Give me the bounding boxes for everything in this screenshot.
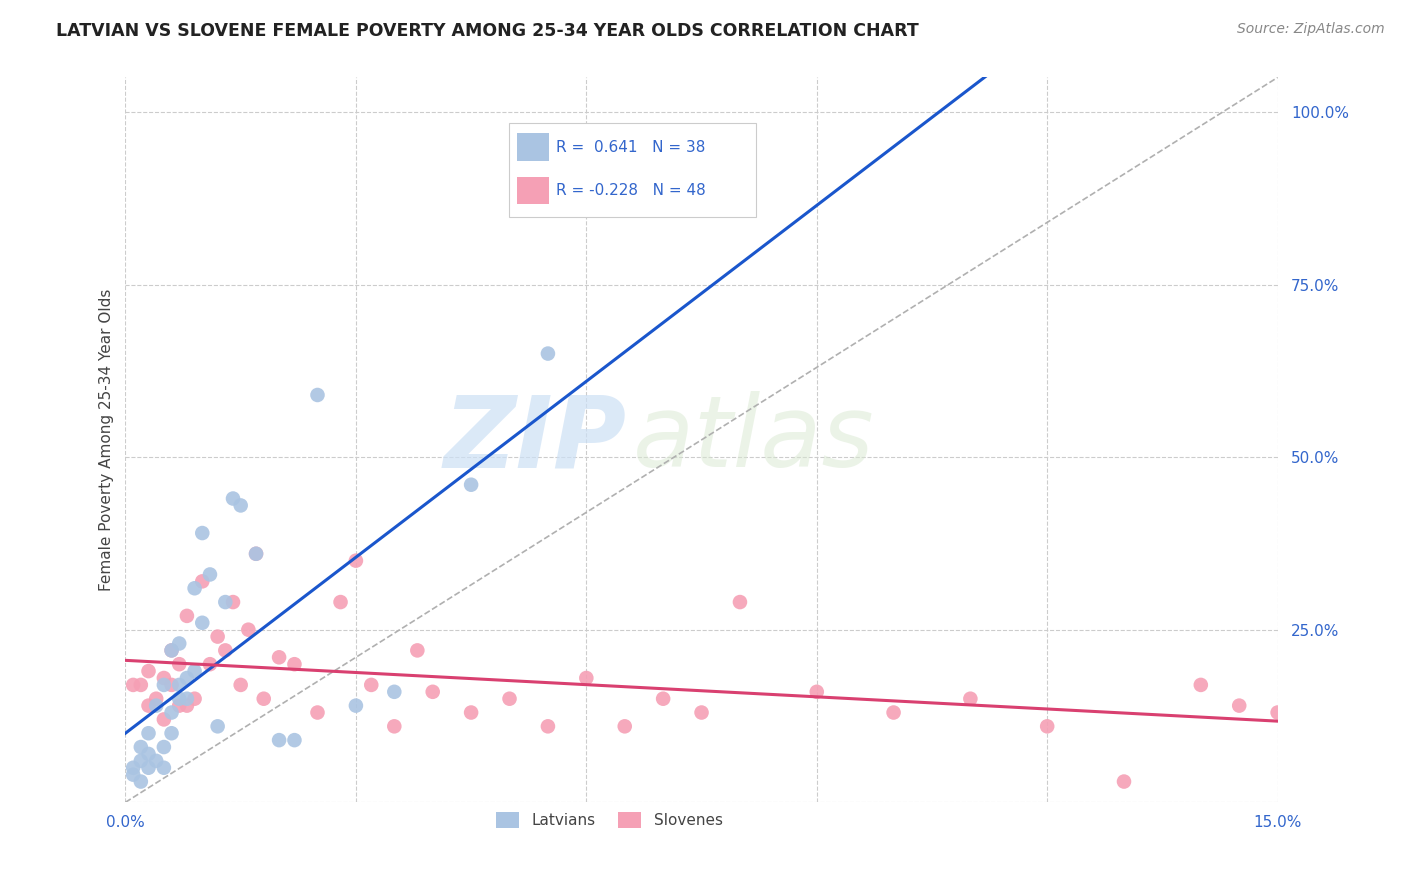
Point: [806, 685, 828, 699]
Point: [307, 706, 329, 720]
Point: [160, 643, 183, 657]
Point: [129, 774, 152, 789]
Point: [575, 671, 598, 685]
Point: [191, 615, 214, 630]
Point: [138, 761, 160, 775]
Point: [145, 754, 167, 768]
Point: [344, 698, 367, 713]
Point: [153, 678, 176, 692]
Point: [307, 388, 329, 402]
Point: [344, 554, 367, 568]
Point: [176, 691, 198, 706]
Point: [167, 698, 190, 713]
Point: [198, 567, 221, 582]
Point: [122, 678, 145, 692]
Point: [269, 733, 291, 747]
Point: [167, 636, 190, 650]
Point: [883, 706, 905, 720]
Text: ZIP: ZIP: [444, 392, 627, 488]
Text: R = -0.228   N = 48: R = -0.228 N = 48: [557, 183, 706, 198]
Point: [207, 630, 229, 644]
Point: [122, 767, 145, 781]
Point: [198, 657, 221, 672]
Point: [183, 581, 205, 595]
Point: [153, 739, 176, 754]
Point: [460, 706, 482, 720]
Point: [153, 671, 176, 685]
Point: [160, 706, 183, 720]
Point: [253, 691, 276, 706]
Point: [1227, 698, 1250, 713]
Point: [160, 678, 183, 692]
Point: [122, 761, 145, 775]
Point: [176, 671, 198, 685]
Point: [160, 643, 183, 657]
Point: [245, 547, 267, 561]
Text: Source: ZipAtlas.com: Source: ZipAtlas.com: [1237, 22, 1385, 37]
Point: [138, 698, 160, 713]
Y-axis label: Female Poverty Among 25-34 Year Olds: Female Poverty Among 25-34 Year Olds: [100, 289, 114, 591]
Point: [207, 719, 229, 733]
Point: [153, 713, 176, 727]
Point: [959, 691, 981, 706]
Point: [422, 685, 444, 699]
Point: [160, 726, 183, 740]
Point: [238, 623, 260, 637]
Point: [1189, 678, 1212, 692]
Point: [129, 754, 152, 768]
Point: [214, 595, 236, 609]
Point: [191, 574, 214, 589]
Text: R =  0.641   N = 38: R = 0.641 N = 38: [557, 139, 706, 154]
Point: [176, 608, 198, 623]
Point: [167, 657, 190, 672]
Point: [138, 747, 160, 761]
Point: [145, 698, 167, 713]
Point: [283, 657, 305, 672]
Point: [283, 733, 305, 747]
Point: [690, 706, 713, 720]
Point: [537, 346, 560, 360]
FancyBboxPatch shape: [517, 133, 550, 161]
Point: [153, 761, 176, 775]
Point: [652, 691, 675, 706]
Point: [537, 719, 560, 733]
FancyBboxPatch shape: [509, 123, 755, 217]
Point: [222, 491, 245, 506]
Point: [382, 719, 405, 733]
Point: [138, 664, 160, 678]
Point: [176, 698, 198, 713]
Point: [214, 643, 236, 657]
Point: [360, 678, 382, 692]
Point: [382, 685, 405, 699]
Point: [229, 678, 252, 692]
Point: [613, 719, 636, 733]
Point: [229, 499, 252, 513]
Point: [329, 595, 352, 609]
Point: [167, 691, 190, 706]
Point: [222, 595, 245, 609]
Point: [129, 739, 152, 754]
Point: [145, 691, 167, 706]
Point: [183, 691, 205, 706]
Text: atlas: atlas: [633, 392, 875, 488]
Point: [129, 678, 152, 692]
Point: [728, 595, 751, 609]
Point: [406, 643, 429, 657]
Text: LATVIAN VS SLOVENE FEMALE POVERTY AMONG 25-34 YEAR OLDS CORRELATION CHART: LATVIAN VS SLOVENE FEMALE POVERTY AMONG …: [56, 22, 920, 40]
Point: [498, 691, 520, 706]
FancyBboxPatch shape: [517, 177, 550, 204]
Point: [1267, 706, 1289, 720]
Point: [245, 547, 267, 561]
Point: [269, 650, 291, 665]
Point: [183, 664, 205, 678]
Point: [460, 477, 482, 491]
Point: [1036, 719, 1059, 733]
Point: [138, 726, 160, 740]
Point: [167, 678, 190, 692]
Point: [1112, 774, 1135, 789]
Point: [191, 526, 214, 541]
Legend: Latvians, Slovenes: Latvians, Slovenes: [491, 806, 728, 835]
